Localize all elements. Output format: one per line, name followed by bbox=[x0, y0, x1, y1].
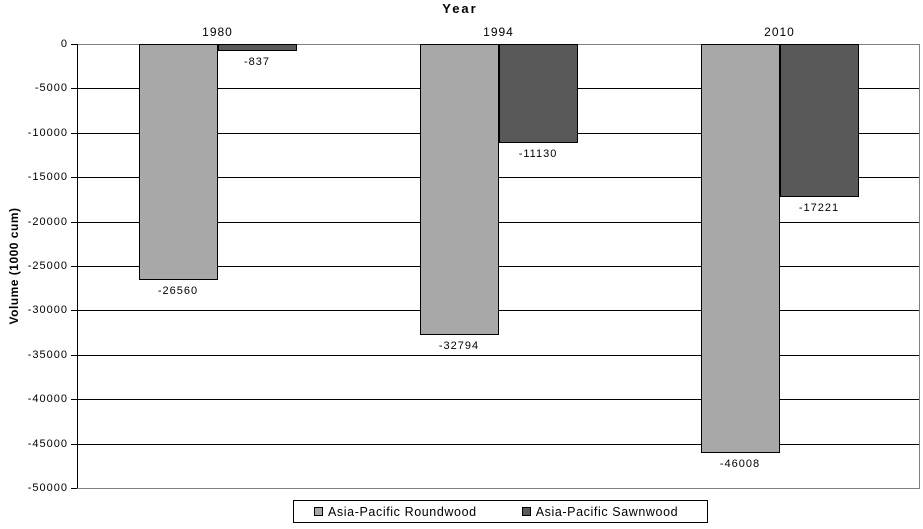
y-axis-line bbox=[77, 44, 78, 488]
y-tick-label--15000: -15000 bbox=[27, 171, 68, 183]
y-axis-tick--5000 bbox=[71, 88, 77, 89]
bar-asia-pacific-sawnwood-2010 bbox=[779, 44, 859, 197]
gridline--35000 bbox=[77, 355, 920, 356]
bar-value-label: -46008 bbox=[719, 458, 761, 470]
bar-value-label: -837 bbox=[243, 56, 271, 68]
y-tick-label--50000: -50000 bbox=[27, 482, 68, 494]
y-tick-label--20000: -20000 bbox=[27, 216, 68, 228]
y-tick-label--35000: -35000 bbox=[27, 349, 68, 361]
chart-title: Year bbox=[442, 1, 478, 16]
y-tick-label-0: 0 bbox=[60, 38, 68, 50]
legend-item: Asia-Pacific Roundwood bbox=[314, 505, 477, 519]
y-tick-label--40000: -40000 bbox=[27, 393, 68, 405]
y-tick-label--25000: -25000 bbox=[27, 260, 68, 272]
bar-value-label: -17221 bbox=[798, 202, 840, 214]
bar-asia-pacific-roundwood-1994 bbox=[419, 44, 499, 335]
year-label-1994: 1994 bbox=[483, 25, 514, 39]
y-axis-tick--20000 bbox=[71, 222, 77, 223]
y-tick-label--5000: -5000 bbox=[34, 82, 68, 94]
gridline--50000 bbox=[77, 488, 920, 489]
bar-value-label: -32794 bbox=[438, 340, 480, 352]
y-axis-tick-0 bbox=[71, 44, 77, 45]
bar-value-label: -26560 bbox=[157, 285, 199, 297]
legend-swatch-icon bbox=[521, 507, 531, 516]
plot-border-right bbox=[919, 44, 920, 488]
y-tick-label--30000: -30000 bbox=[27, 304, 68, 316]
y-axis-tick--10000 bbox=[71, 133, 77, 134]
legend-label: Asia-Pacific Sawnwood bbox=[535, 504, 679, 519]
legend-swatch-icon bbox=[314, 507, 323, 516]
legend-label: Asia-Pacific Roundwood bbox=[328, 504, 477, 519]
bar-asia-pacific-sawnwood-1994 bbox=[498, 44, 578, 143]
y-axis-tick--45000 bbox=[71, 444, 77, 445]
gridline--45000 bbox=[77, 444, 920, 445]
gridline--20000 bbox=[77, 222, 920, 223]
y-axis-tick--35000 bbox=[71, 355, 77, 356]
bar-asia-pacific-sawnwood-1980 bbox=[217, 44, 297, 51]
gridline--25000 bbox=[77, 266, 920, 267]
y-tick-label--45000: -45000 bbox=[27, 438, 68, 450]
y-axis-tick--50000 bbox=[71, 488, 77, 489]
y-tick-label--10000: -10000 bbox=[27, 127, 68, 139]
legend-item: Asia-Pacific Sawnwood bbox=[521, 504, 679, 519]
year-label-2010: 2010 bbox=[764, 25, 795, 39]
plot-area: -26560 -32794 -46008 -837 -11130 -17221 bbox=[77, 44, 920, 489]
y-axis-tick--40000 bbox=[71, 399, 77, 400]
y-axis-tick--30000 bbox=[71, 310, 77, 311]
bar-asia-pacific-roundwood-2010 bbox=[700, 44, 780, 453]
bar-value-label: -11130 bbox=[518, 148, 558, 160]
gridline--15000 bbox=[77, 177, 920, 178]
bar-asia-pacific-roundwood-1980 bbox=[138, 44, 218, 280]
legend: Asia-Pacific Roundwood Asia-Pacific Sawnw… bbox=[293, 500, 708, 523]
y-axis-tick--25000 bbox=[71, 266, 77, 267]
gridline--40000 bbox=[77, 399, 920, 400]
y-axis-tick--15000 bbox=[71, 177, 77, 178]
gridline--30000 bbox=[77, 310, 920, 311]
year-label-1980: 1980 bbox=[202, 25, 233, 39]
